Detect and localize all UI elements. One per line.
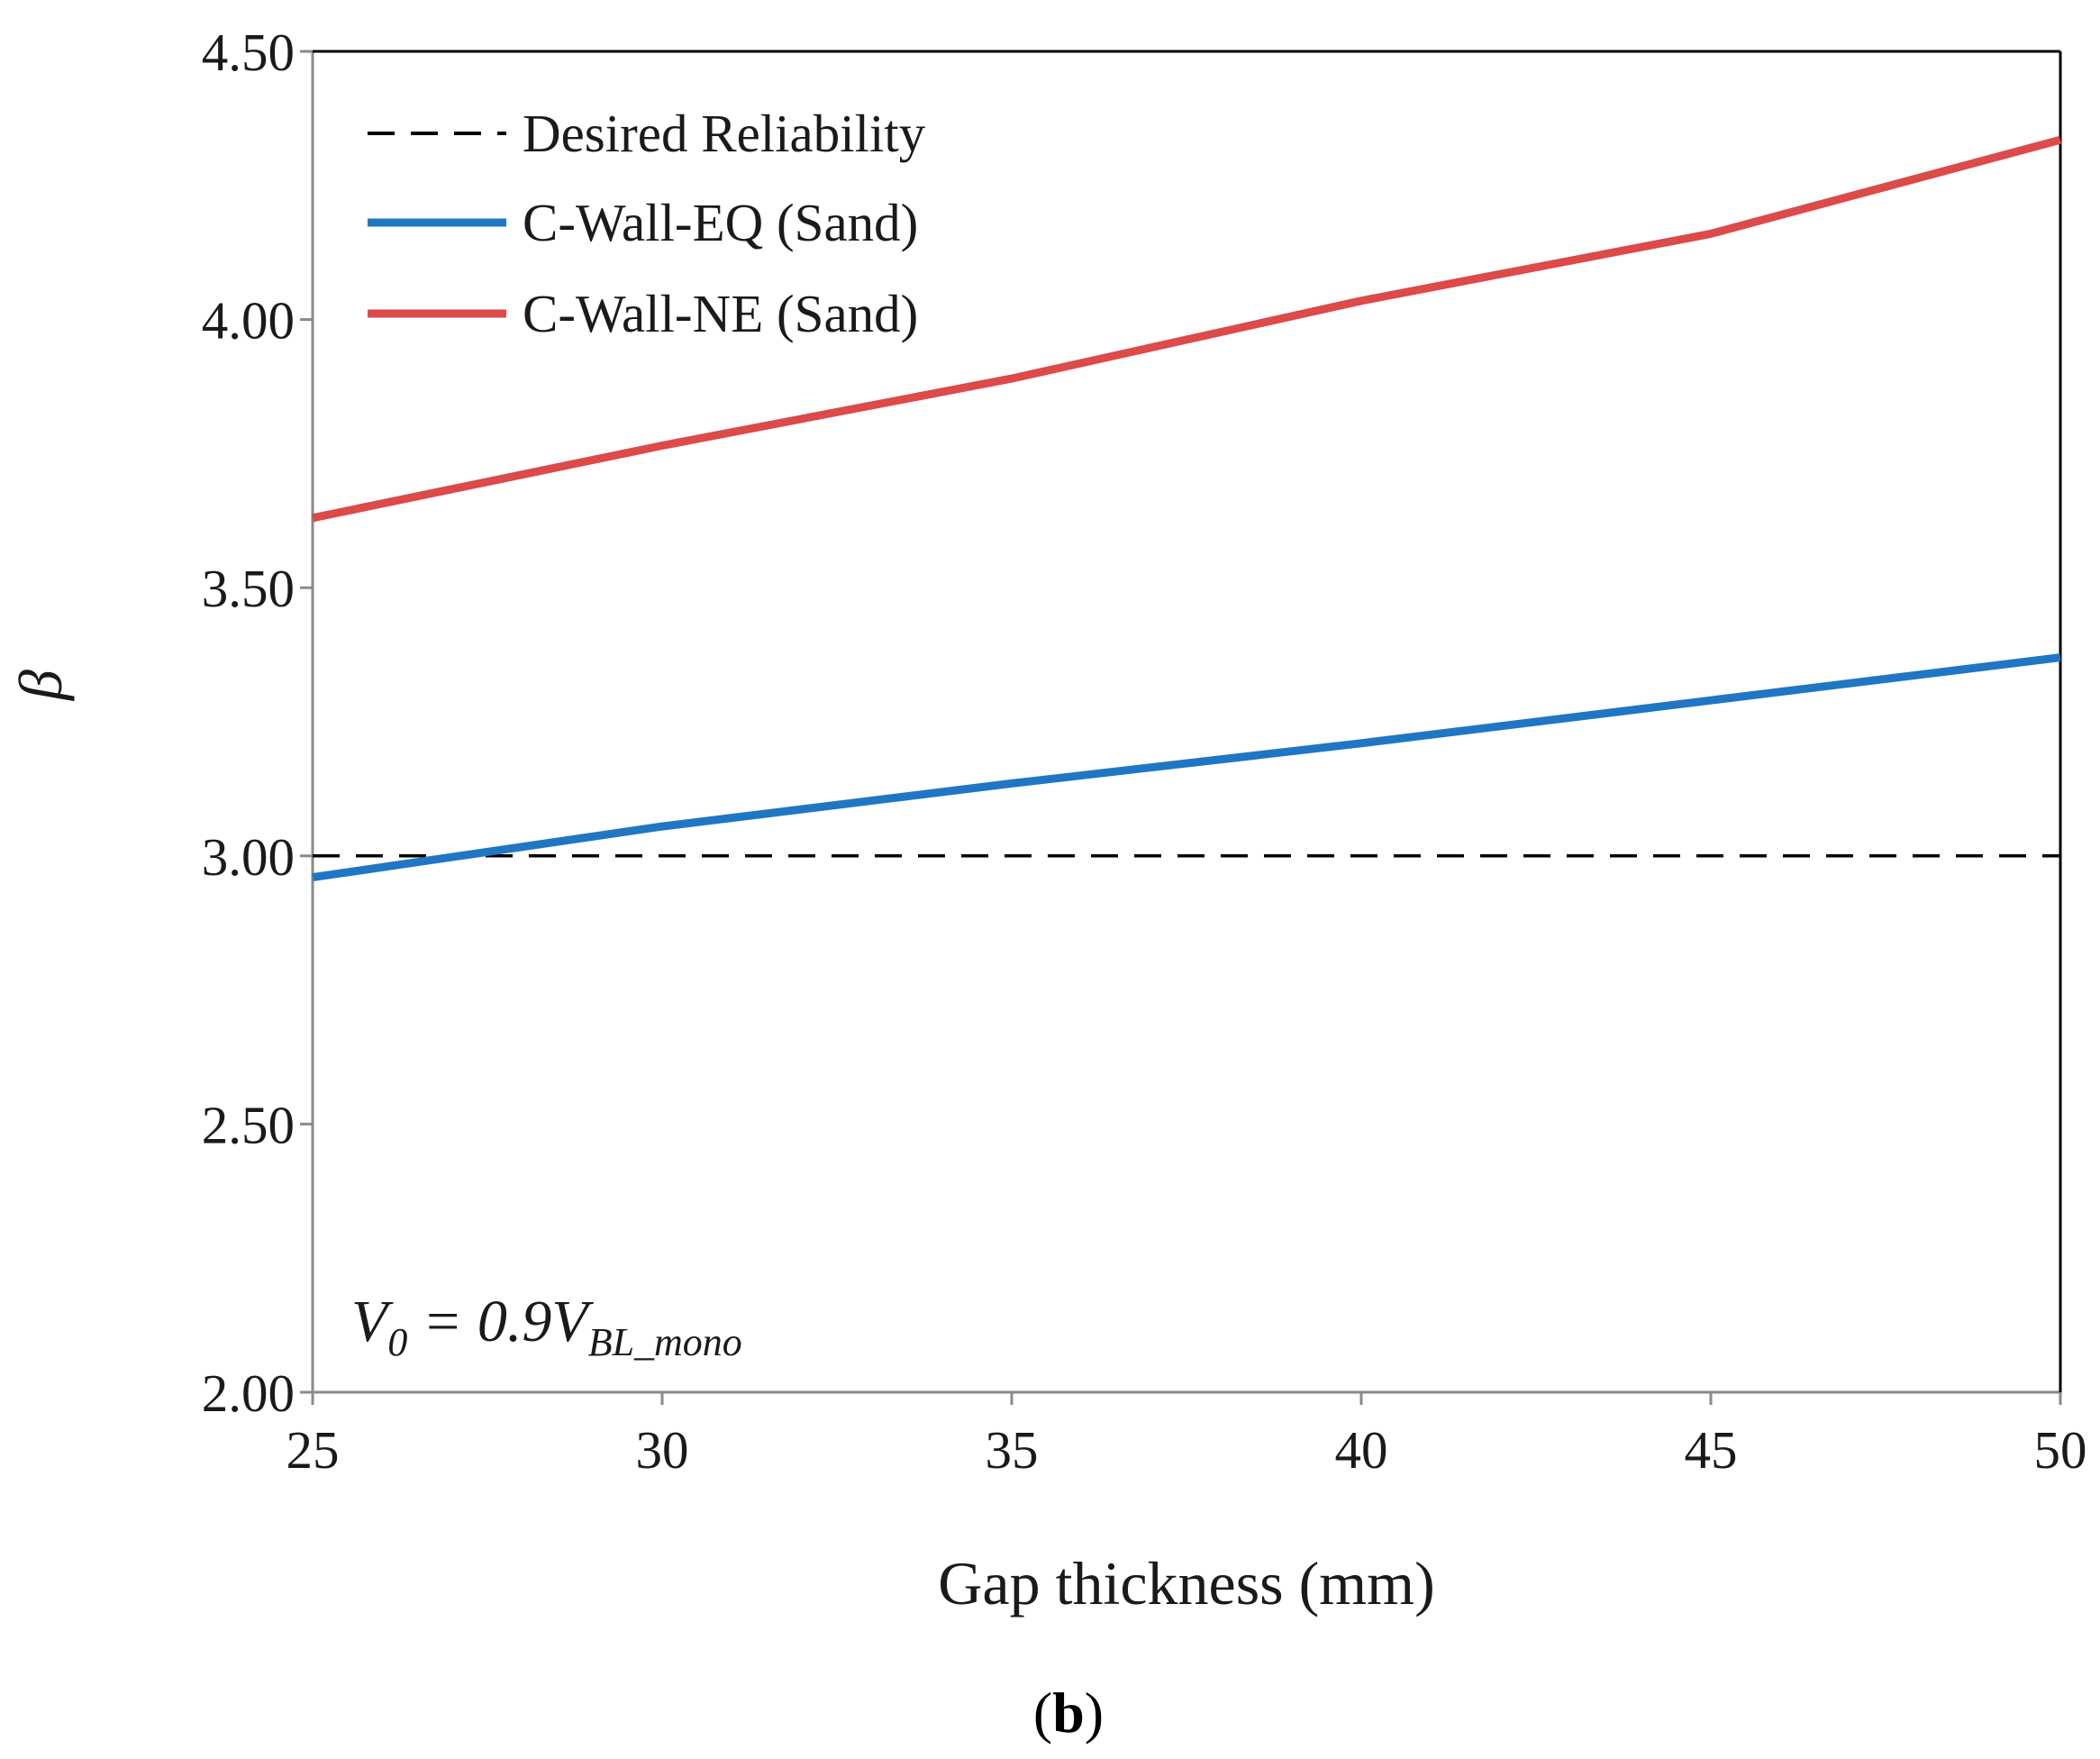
x-axis-title: Gap thickness (mm)	[938, 1549, 1434, 1618]
panel-label-open: (	[1033, 1681, 1052, 1745]
series-layer	[312, 135, 2062, 882]
series-c-wall-eq	[312, 653, 2061, 882]
y-tick-label: 3.00	[202, 827, 295, 887]
x-tick-label: 45	[1685, 1420, 1738, 1480]
y-tick-label: 2.50	[202, 1095, 295, 1154]
panel-label: (b)	[1033, 1681, 1104, 1745]
series-c-wall-ne	[312, 135, 2062, 523]
y-axis-title: β	[6, 670, 75, 702]
panel-label-close: )	[1085, 1681, 1104, 1745]
annotation-v: V	[351, 1289, 394, 1354]
y-tick-label: 2.00	[202, 1363, 295, 1423]
axis-ticks: 25 30 35 40 45 50 2.00 2.50 3.00 3.50 4.00 4.50	[202, 23, 2087, 1480]
x-tick-label: 25	[286, 1420, 340, 1480]
annotation-equals: = 0.9V	[407, 1289, 594, 1354]
x-tick-label: 50	[2034, 1420, 2087, 1480]
annotation-formula: V0 = 0.9VBL_mono	[351, 1289, 742, 1364]
legend: Desired Reliability C-Wall-EQ (Sand) C-W…	[368, 104, 926, 343]
legend-label-c-wall-ne: C-Wall-NE (Sand)	[523, 284, 918, 343]
y-tick-label: 4.00	[202, 291, 295, 351]
panel-label-letter: b	[1052, 1681, 1085, 1745]
x-tick-label: 40	[1335, 1420, 1388, 1480]
x-tick-label: 30	[636, 1420, 689, 1480]
annotation-sub1: BL_mono	[588, 1320, 742, 1364]
y-tick-label: 4.50	[202, 23, 295, 82]
annotation-sub0: 0	[387, 1320, 407, 1364]
y-tick-label: 3.50	[202, 559, 295, 618]
x-tick-label: 35	[986, 1420, 1039, 1480]
legend-label-desired-reliability: Desired Reliability	[523, 104, 926, 163]
legend-label-c-wall-eq: C-Wall-EQ (Sand)	[523, 193, 918, 252]
